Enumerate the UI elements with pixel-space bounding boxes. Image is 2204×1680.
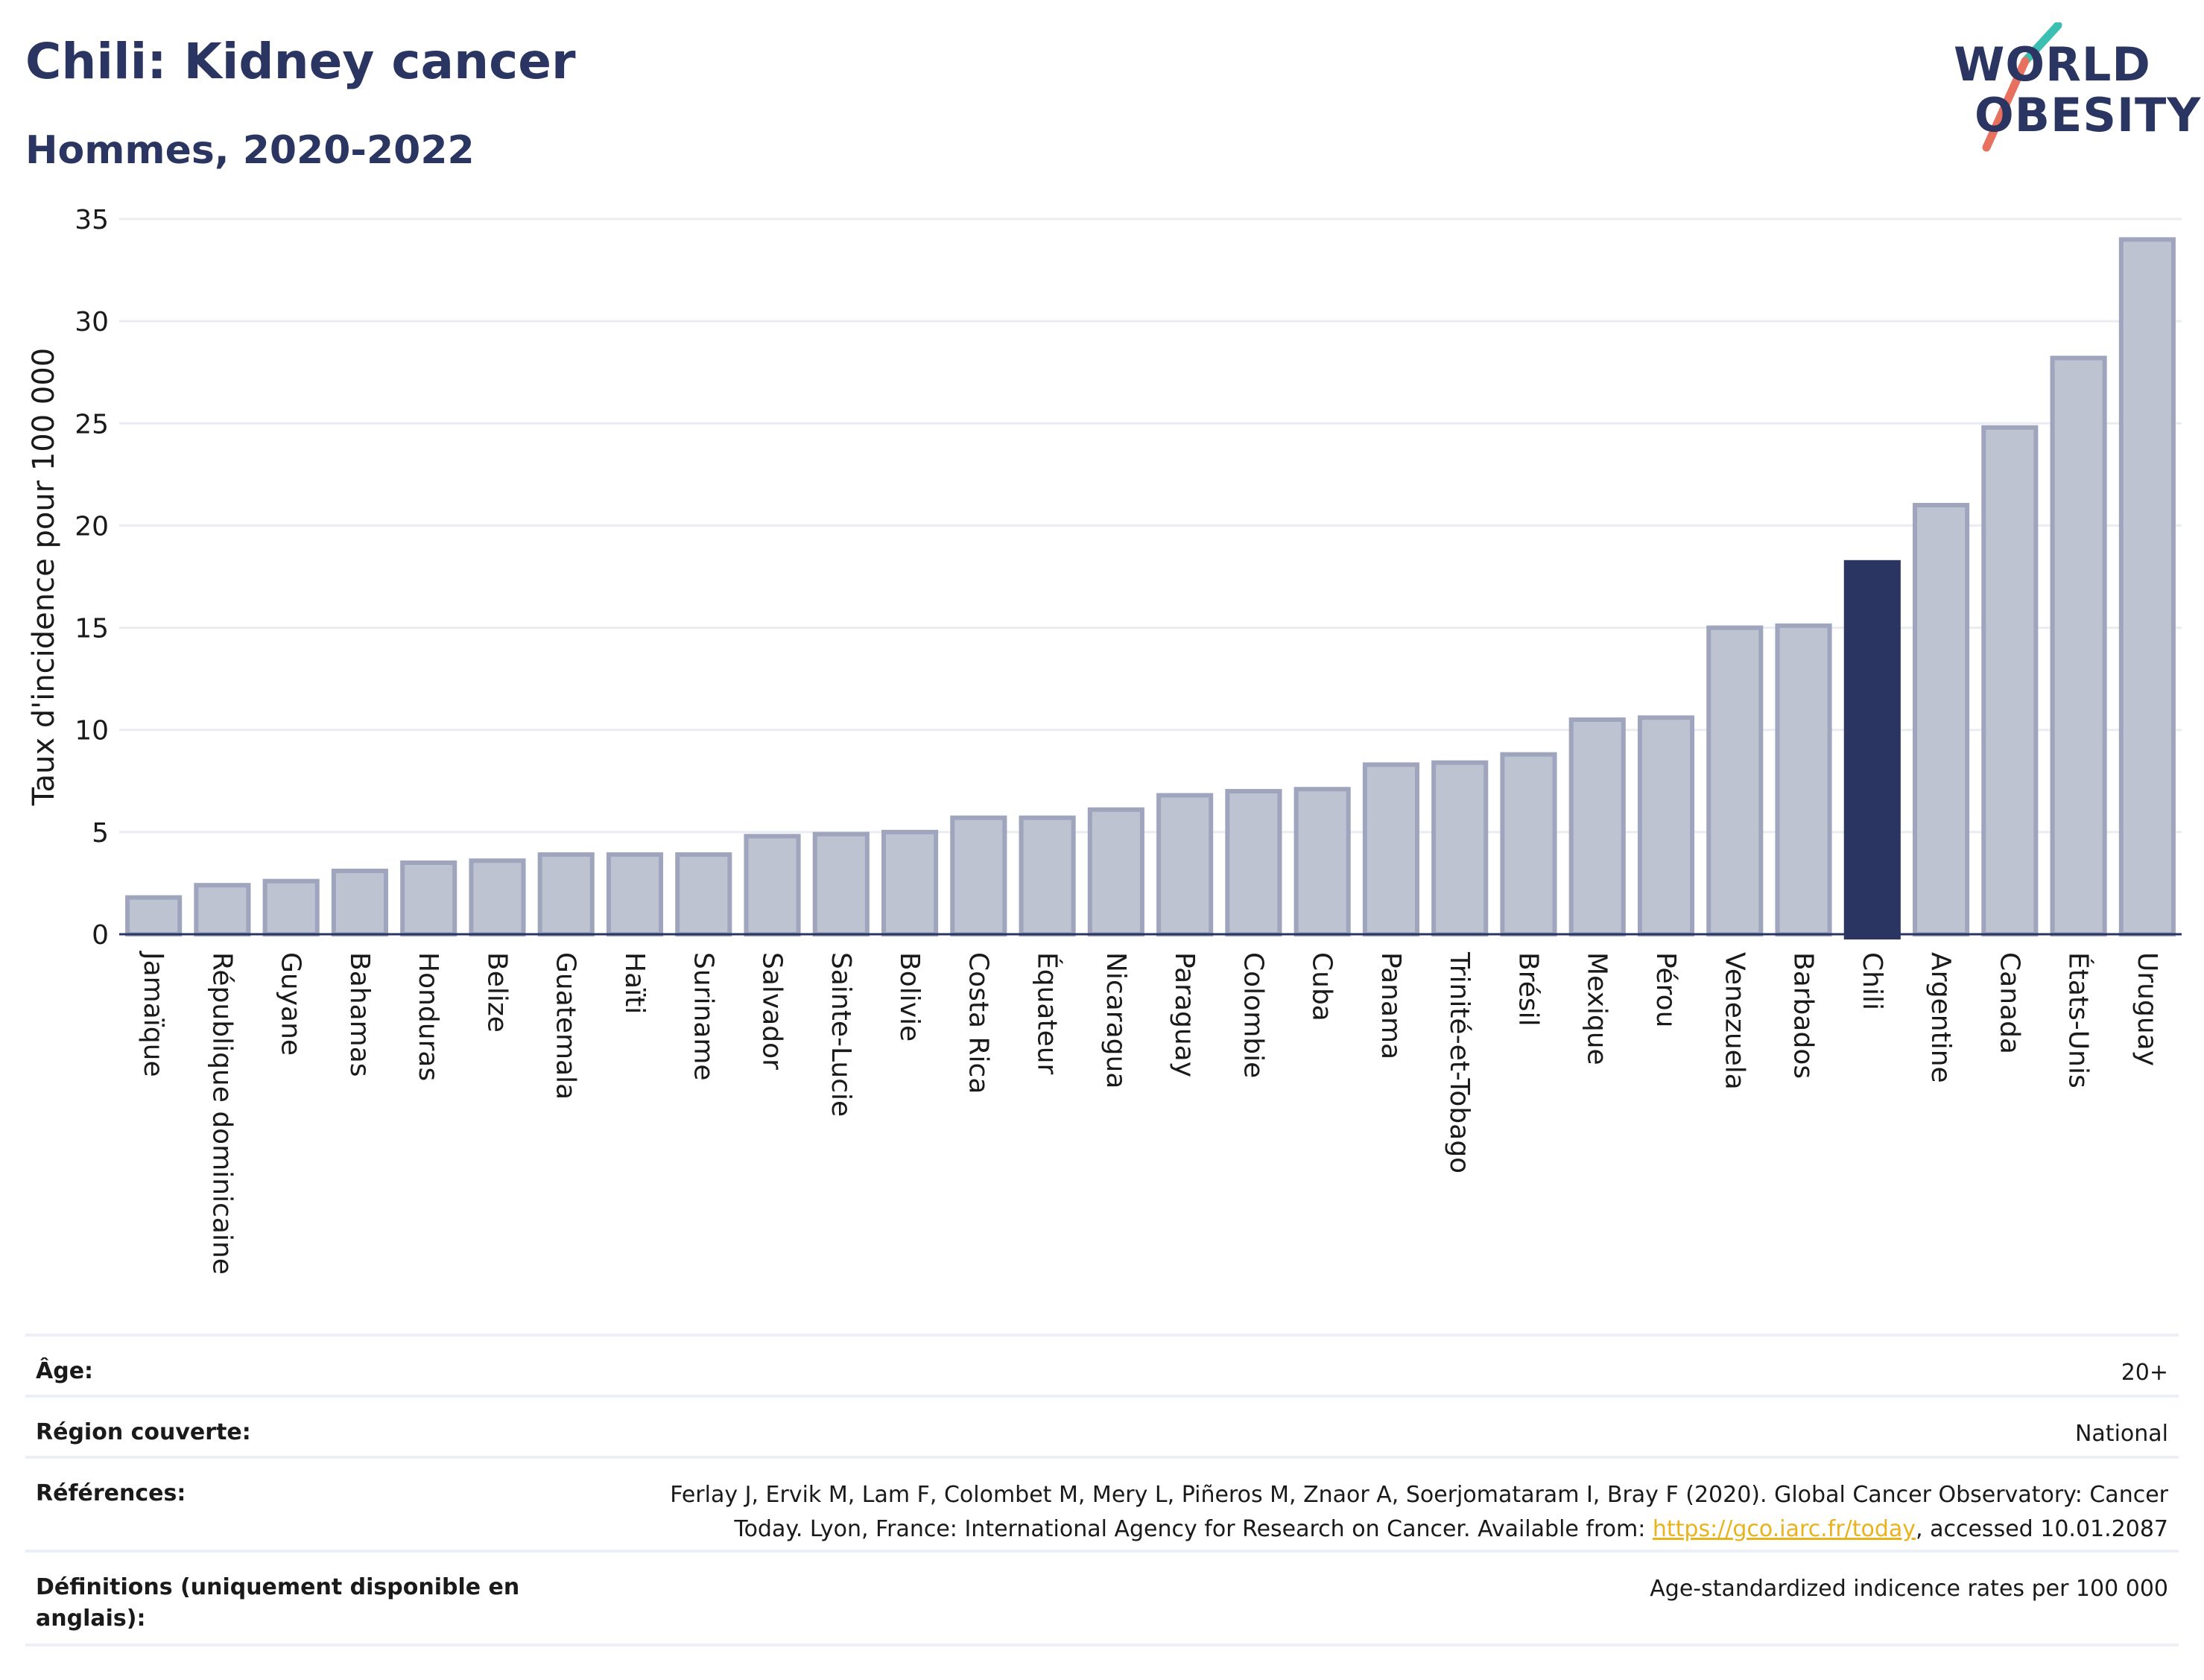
bar[interactable] [2118, 237, 2176, 936]
meta-key-definitions: Définitions (uniquement disponible en an… [36, 1574, 520, 1632]
x-tick-label: États-Unis [2063, 952, 2094, 1088]
x-tick-label: Canada [1994, 952, 2024, 1054]
x-tick-label: Bahamas [344, 952, 375, 1077]
y-tick-label: 5 [92, 818, 109, 849]
bar[interactable] [1500, 752, 1557, 937]
bar[interactable] [606, 852, 664, 936]
x-tick-label: Jamaïque [138, 951, 168, 1077]
bar[interactable] [812, 831, 870, 936]
bar[interactable] [744, 834, 801, 936]
y-axis-label: Taux d'incidence pour 100 000 [27, 348, 61, 806]
bar[interactable] [950, 815, 1007, 937]
bar[interactable] [194, 883, 251, 937]
x-tick-label: Paraguay [1169, 952, 1200, 1077]
x-tick-label: Salvador [757, 952, 788, 1070]
bar[interactable] [400, 860, 457, 936]
x-tick-label: Guyane [276, 952, 306, 1056]
meta-row-definitions: Définitions (uniquement disponible en an… [25, 1550, 2179, 1643]
meta-key-age: Âge: [36, 1358, 94, 1384]
meta-key-references: Références: [36, 1480, 186, 1506]
x-tick-label: Cuba [1307, 952, 1337, 1021]
meta-key-region: Région couverte: [36, 1419, 251, 1445]
y-tick-label: 20 [75, 511, 109, 542]
logo-word-world: WORLD [1954, 37, 2151, 92]
x-tick-label: Costa Rica [963, 952, 993, 1094]
y-tick-label: 25 [75, 409, 109, 440]
y-tick-label: 30 [75, 307, 109, 337]
world-obesity-logo[interactable]: WORLD OBESITY [1937, 22, 2200, 156]
bar[interactable] [1362, 762, 1419, 936]
bar[interactable] [1087, 807, 1144, 937]
y-tick-label: 0 [92, 920, 109, 951]
chart-subtitle: Hommes, 2020-2022 [25, 128, 475, 173]
y-tick-label: 15 [75, 614, 109, 644]
bar[interactable] [331, 868, 388, 937]
meta-row-age: Âge: 20+ [25, 1334, 2179, 1395]
x-tick-label: Sainte-Lucie [826, 952, 856, 1117]
meta-value-region: National [2074, 1421, 2168, 1447]
meta-value-definitions: Age-standardized indicence rates per 100… [1650, 1576, 2168, 1602]
y-tick-label: 35 [75, 205, 109, 235]
bar[interactable] [1019, 815, 1076, 937]
logo-slash-icon [1982, 22, 2062, 152]
x-tick-label: Guatemala [551, 952, 581, 1100]
x-tick-label: Suriname [688, 952, 718, 1081]
x-tick-label: Panama [1375, 952, 1406, 1059]
x-tick-label: Bolivie [894, 952, 925, 1042]
reference-link[interactable]: https://gco.iarc.fr/today [1652, 1516, 1916, 1542]
bar[interactable] [1225, 789, 1282, 936]
reference-accessed: , accessed 10.01.2087 [1916, 1516, 2168, 1542]
x-tick-label: Argentine [1925, 952, 1956, 1083]
chart-title: Chili: Kidney cancer [25, 33, 576, 90]
x-tick-label: Colombie [1238, 952, 1268, 1078]
bar[interactable] [1431, 760, 1489, 936]
x-tick-label: République dominicaine [206, 952, 237, 1275]
x-tick-label: Équateur [1032, 952, 1063, 1075]
x-tick-label: Venezuela [1719, 952, 1749, 1090]
metadata-table-bottom-border [25, 1643, 2179, 1646]
x-tick-label: Nicaragua [1101, 952, 1131, 1088]
logo-word-obesity: OBESITY [1975, 88, 2202, 142]
bar[interactable] [1775, 623, 1832, 936]
x-tick-label: Brésil [1513, 952, 1543, 1027]
bar[interactable] [1156, 793, 1214, 936]
x-tick-label: Trinité-et-Tobago [1444, 951, 1475, 1173]
bar[interactable] [1913, 503, 1970, 936]
x-tick-label: Honduras [413, 952, 443, 1081]
reference-text: Ferlay J, Ervik M, Lam F, Colombet M, Me… [670, 1482, 2168, 1542]
bar[interactable] [1637, 715, 1695, 936]
bar[interactable] [262, 878, 320, 937]
x-tick-label: Mexique [1582, 952, 1612, 1065]
bar[interactable] [125, 895, 183, 937]
x-tick-label: Uruguay [2132, 952, 2162, 1066]
x-tick-label: Belize [481, 952, 512, 1033]
bar[interactable] [469, 858, 526, 936]
bar[interactable] [1293, 787, 1351, 936]
x-tick-label: Pérou [1650, 952, 1681, 1027]
bar[interactable] [1981, 425, 2039, 936]
y-tick-label: 10 [75, 716, 109, 747]
metadata-table: Âge: 20+ Région couverte: National Référ… [25, 1334, 2179, 1646]
meta-row-region: Région couverte: National [25, 1395, 2179, 1456]
bar[interactable] [537, 852, 595, 936]
bar[interactable] [1843, 560, 1901, 939]
bar[interactable] [2050, 355, 2107, 936]
bar[interactable] [1568, 717, 1626, 936]
x-tick-label: Haïti [619, 952, 650, 1014]
bar[interactable] [675, 852, 732, 936]
x-tick-label: Chili [1857, 952, 1887, 1010]
bar[interactable] [1706, 625, 1764, 936]
meta-value-references: Ferlay J, Ervik M, Lam F, Colombet M, Me… [604, 1478, 2168, 1547]
meta-row-references: Références: Ferlay J, Ervik M, Lam F, Co… [25, 1456, 2179, 1550]
x-tick-label: Barbados [1788, 952, 1819, 1079]
bar-chart: 0 5 10 15 20 25 30 35 Taux d'incidence pour 100 … [27, 205, 2182, 1275]
bar[interactable] [881, 829, 939, 936]
meta-value-age: 20+ [2121, 1360, 2168, 1386]
